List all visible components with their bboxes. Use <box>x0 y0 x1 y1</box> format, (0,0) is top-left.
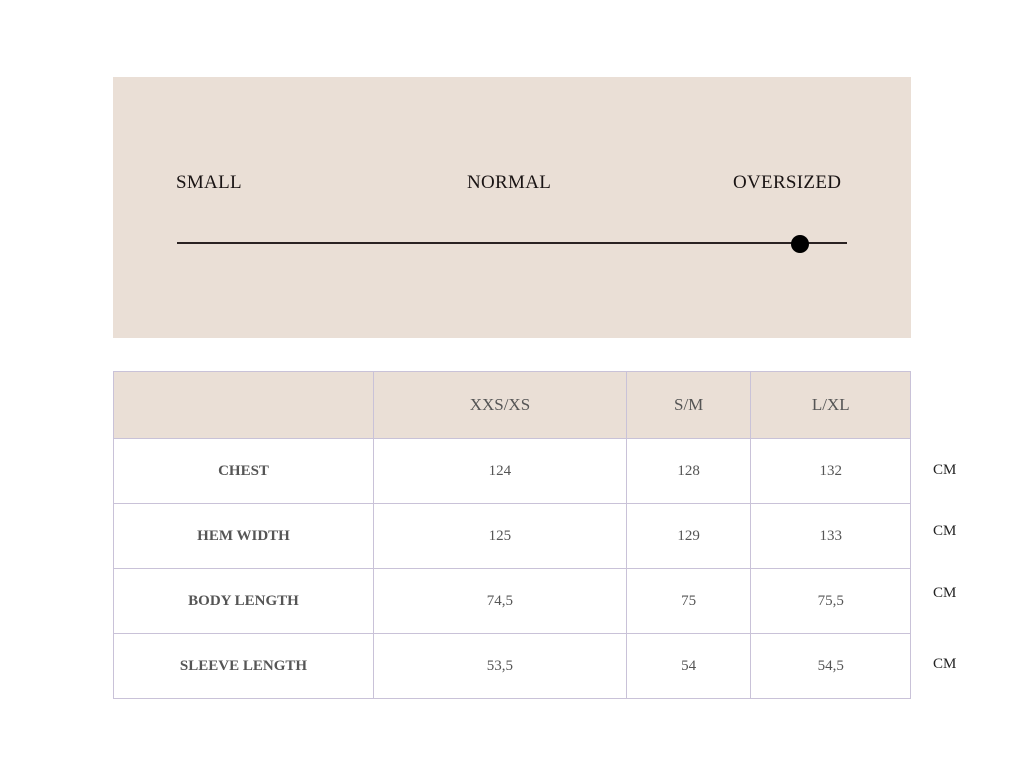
table-row: CHEST 124 128 132 <box>113 438 911 504</box>
cell-value: 75,5 <box>750 568 911 634</box>
row-label: HEM WIDTH <box>113 503 374 569</box>
cell-value: 128 <box>625 438 752 504</box>
cell-value: 125 <box>373 503 627 569</box>
header-size: L/XL <box>750 371 911 439</box>
unit-label: CM <box>933 462 957 478</box>
table-row: BODY LENGTH 74,5 75 75,5 <box>113 568 911 634</box>
row-label: SLEEVE LENGTH <box>113 633 374 699</box>
table-row: SLEEVE LENGTH 53,5 54 54,5 <box>113 633 911 699</box>
table-row: HEM WIDTH 125 129 133 <box>113 503 911 569</box>
header-empty <box>113 371 374 439</box>
fit-label-oversized: OVERSIZED <box>733 172 842 193</box>
unit-label: CM <box>933 523 957 539</box>
cell-value: 54 <box>625 633 752 699</box>
fit-label-normal: NORMAL <box>467 172 552 193</box>
row-label: CHEST <box>113 438 374 504</box>
cell-value: 54,5 <box>750 633 911 699</box>
fit-scale-panel: SMALL NORMAL OVERSIZED <box>113 77 911 338</box>
fit-scale-indicator <box>791 235 810 253</box>
cell-value: 75 <box>625 568 752 634</box>
cell-value: 53,5 <box>373 633 627 699</box>
cell-value: 124 <box>373 438 627 504</box>
unit-label: CM <box>933 656 957 672</box>
fit-scale-track <box>177 242 847 244</box>
cell-value: 132 <box>750 438 911 504</box>
header-size: XXS/XS <box>373 371 627 439</box>
row-label: BODY LENGTH <box>113 568 374 634</box>
header-size: S/M <box>625 371 752 439</box>
cell-value: 74,5 <box>373 568 627 634</box>
cell-value: 129 <box>625 503 752 569</box>
unit-label: CM <box>933 585 957 601</box>
table-header-row: XXS/XS S/M L/XL <box>113 371 911 439</box>
cell-value: 133 <box>750 503 911 569</box>
size-table: XXS/XS S/M L/XL CHEST 124 128 132 HEM WI… <box>113 371 911 699</box>
fit-label-small: SMALL <box>176 172 242 193</box>
